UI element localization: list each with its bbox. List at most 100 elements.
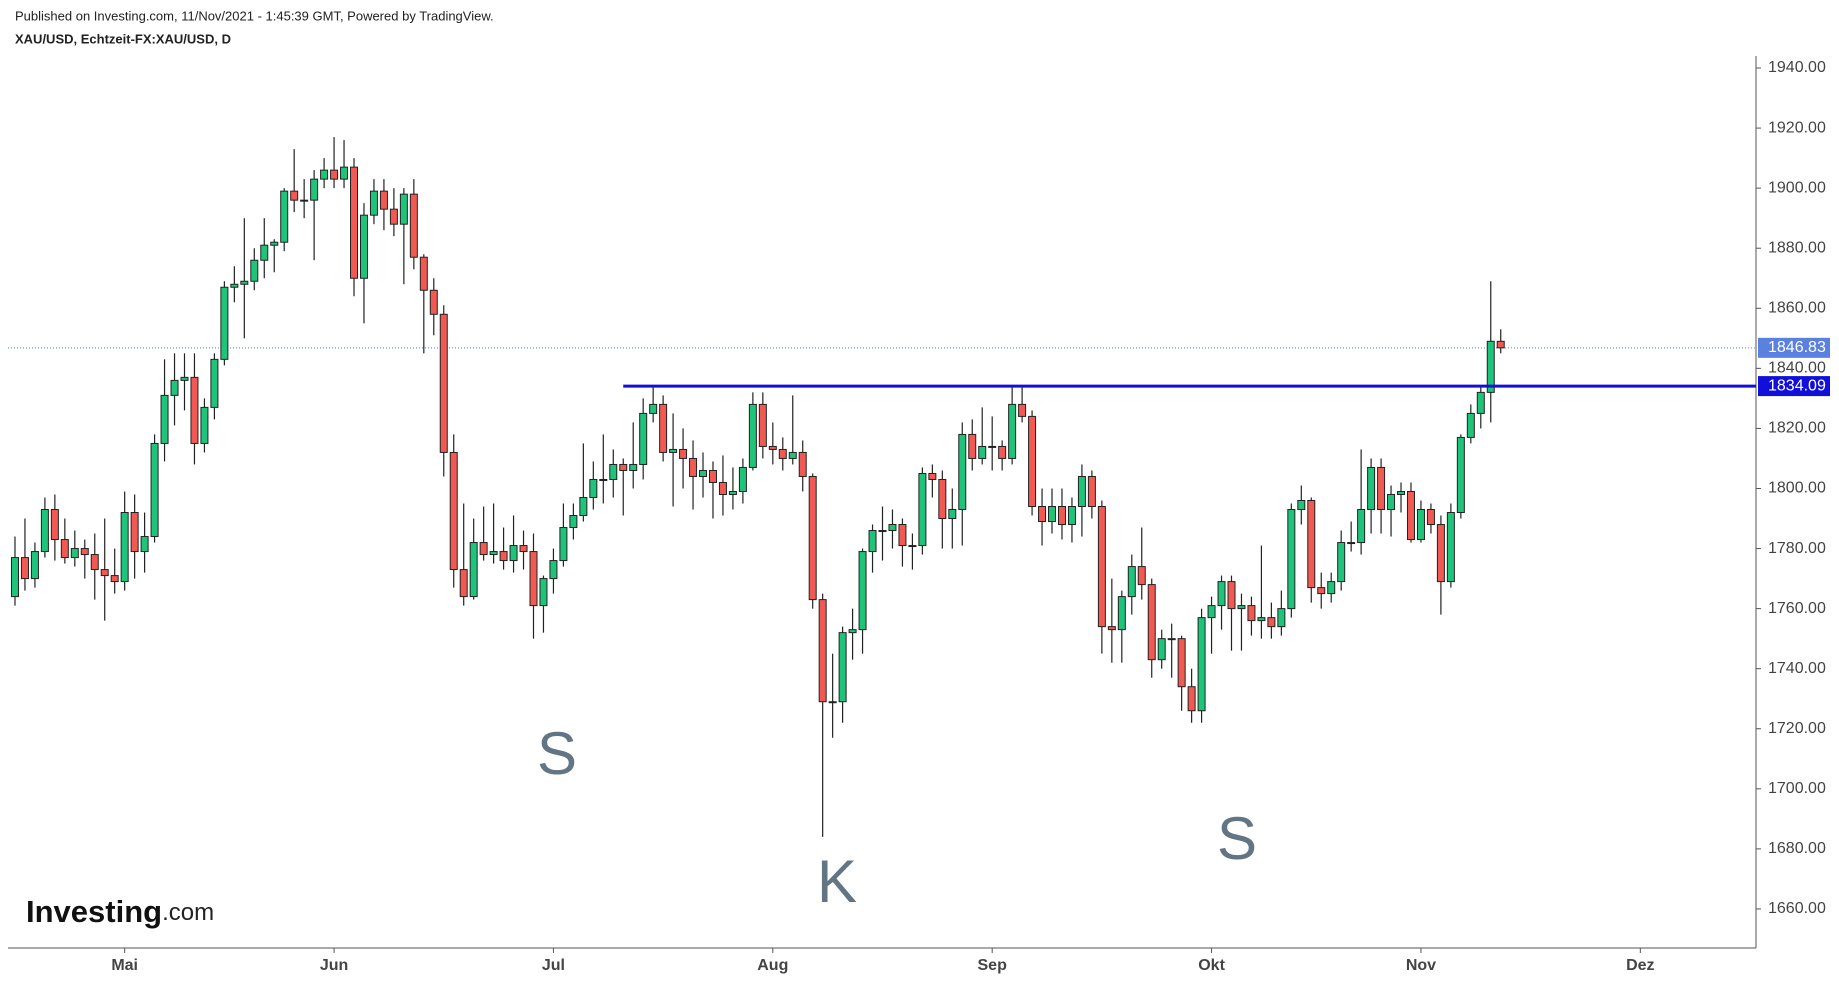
candle-body (210, 358, 219, 408)
candle-body (958, 433, 967, 511)
candle-body (659, 403, 668, 453)
candle-body (1157, 638, 1166, 661)
candle-body (1227, 581, 1236, 610)
candle-body (1387, 493, 1396, 511)
candle-body (469, 542, 478, 598)
pattern-label: S (537, 720, 577, 787)
candle-body (589, 478, 598, 498)
candle-body (369, 190, 378, 216)
x-tick-label: Nov (1406, 957, 1436, 974)
candle-body (120, 512, 129, 583)
candle-body (878, 530, 887, 533)
candle-body (699, 469, 708, 477)
candle-body (1217, 581, 1226, 607)
y-tick-label: 1820.00 (1768, 420, 1826, 437)
candle-body (260, 244, 269, 261)
candle-body (738, 466, 747, 492)
candle-body (110, 575, 119, 583)
candle-body (1197, 617, 1206, 712)
y-tick-label: 1740.00 (1768, 660, 1826, 677)
candle-body (1337, 542, 1346, 583)
candle-body (1416, 509, 1425, 541)
candle-body (290, 190, 299, 201)
candle-body (728, 490, 737, 495)
candle-body (798, 451, 807, 477)
candle-body (459, 569, 468, 598)
candle-body (549, 560, 558, 580)
candle-body (1496, 340, 1505, 349)
candle-body (449, 451, 458, 571)
candle-body (1097, 506, 1106, 628)
candle-body (619, 463, 628, 471)
candle-body (908, 545, 917, 548)
y-tick-label: 1880.00 (1768, 239, 1826, 256)
candle-body (409, 193, 418, 258)
candle-body (399, 193, 408, 225)
candle-body (250, 259, 259, 282)
candle-body (569, 515, 578, 529)
candle-body (70, 548, 79, 559)
logo-name: Investing (26, 894, 162, 929)
candle-body (938, 478, 947, 520)
candle-body (918, 472, 927, 547)
candle-body (718, 481, 727, 495)
candle-body (1377, 466, 1386, 511)
candle-body (639, 412, 648, 465)
y-tick-label: 1780.00 (1768, 540, 1826, 557)
candle-body (270, 241, 279, 246)
candle-body (609, 463, 618, 480)
symbol-label: XAU/USD, Echtzeit-FX:XAU/USD, D (15, 31, 231, 46)
candle-body (1446, 512, 1455, 583)
candle-body (280, 190, 289, 243)
candle-body (1087, 475, 1096, 508)
last-price-box (1758, 337, 1830, 358)
candle-body (1307, 499, 1316, 589)
candle-body (10, 557, 19, 598)
candle-body (1137, 566, 1146, 586)
candle-body (1167, 638, 1176, 641)
candle-body (200, 406, 209, 444)
candle-body (898, 524, 907, 547)
candle-body (50, 509, 59, 541)
y-tick-label: 1840.00 (1768, 360, 1826, 377)
candle-body (1077, 475, 1086, 508)
candle-body (1297, 499, 1306, 511)
y-tick-label: 1920.00 (1768, 119, 1826, 136)
candle-body (1277, 608, 1286, 628)
candle-body (509, 545, 518, 562)
candle-body (320, 169, 329, 180)
candle-body (230, 283, 239, 288)
candle-body (679, 448, 688, 459)
candle-body (1327, 581, 1336, 595)
candle-body (1127, 566, 1136, 598)
candle-body (379, 190, 388, 210)
candle-body (848, 629, 857, 634)
y-tick-label: 1760.00 (1768, 600, 1826, 617)
y-tick-label: 1800.00 (1768, 480, 1826, 497)
candle-body (599, 478, 608, 481)
candle-body (310, 178, 319, 201)
candle-body (858, 551, 867, 631)
candle-body (190, 376, 199, 444)
candle-body (1107, 626, 1116, 631)
candle-body (649, 403, 658, 414)
candle-body (768, 445, 777, 450)
candle-body (330, 169, 339, 180)
resistance-label: 1834.09 (1768, 377, 1826, 394)
candle-body (539, 578, 548, 607)
x-tick-label: Sep (978, 957, 1008, 974)
candle-body (1008, 403, 1017, 459)
logo: Investing.com (26, 894, 214, 929)
candle-body (888, 524, 897, 532)
candle-body (818, 599, 827, 703)
plot-area: 1660.00 1680.00 1700.00 1720.00 1740.00 1760.… (8, 56, 1830, 974)
candle-body (1347, 542, 1356, 545)
pattern-label: S (1217, 805, 1257, 872)
candle-body (489, 551, 498, 556)
candle-body (948, 509, 957, 520)
candle-body (519, 545, 528, 553)
last-price-label: 1846.83 (1768, 339, 1826, 356)
candle-body (180, 376, 189, 381)
candle-body (1028, 415, 1037, 508)
candle-body (1267, 617, 1276, 628)
